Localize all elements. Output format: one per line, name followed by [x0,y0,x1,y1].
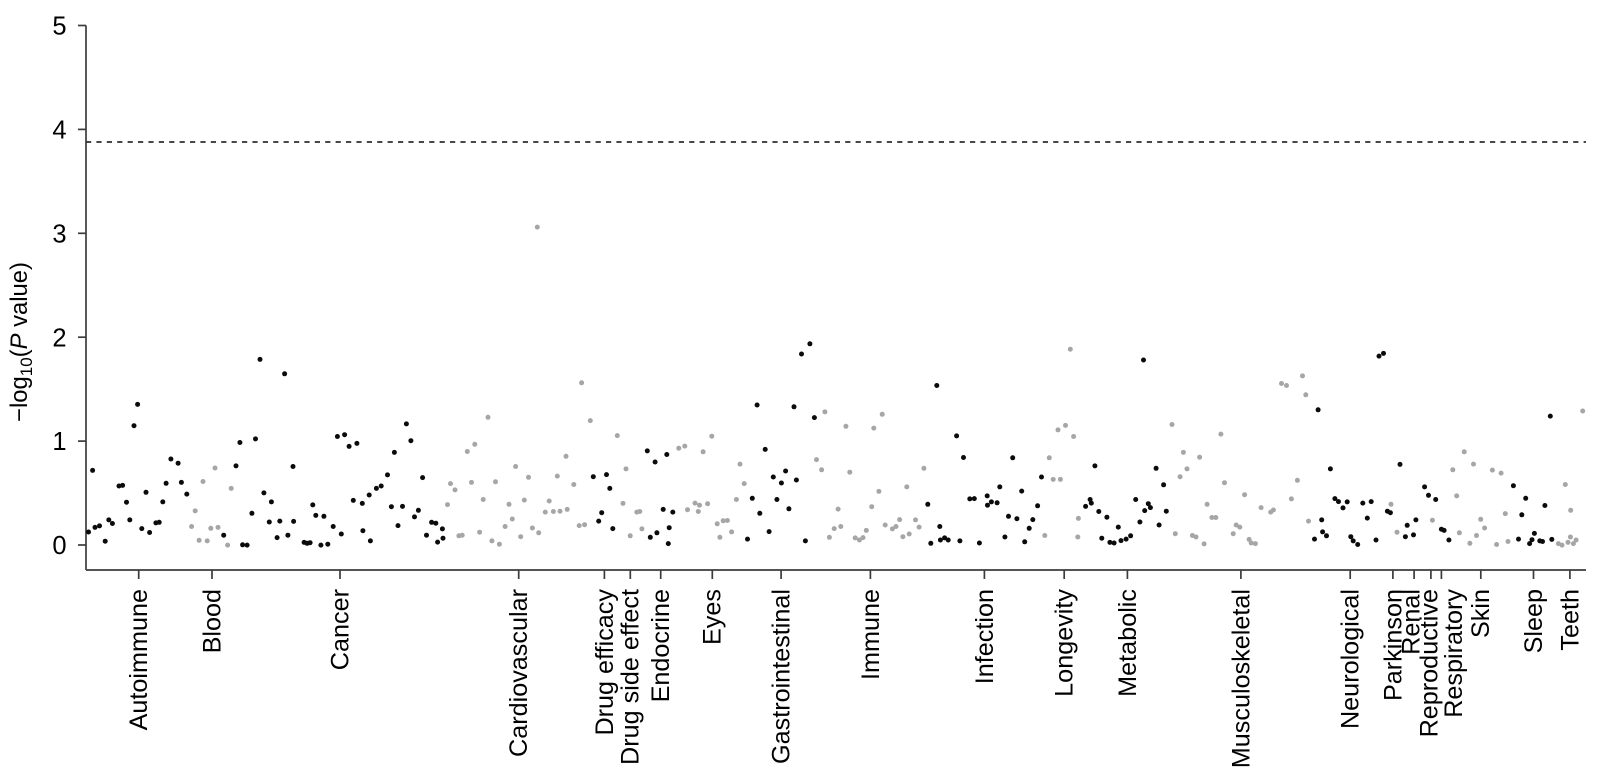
svg-text:0: 0 [52,532,66,560]
svg-text:1: 1 [52,428,66,456]
svg-text:Musculoskeletal: Musculoskeletal [1227,589,1255,768]
svg-text:Drug side effect: Drug side effect [617,589,645,765]
svg-text:5: 5 [52,13,66,41]
svg-text:Autoimmune: Autoimmune [125,589,153,730]
svg-text:Gastrointestinal: Gastrointestinal [768,589,796,764]
svg-text:Neurological: Neurological [1337,589,1365,729]
svg-text:−log10(P value): −log10(P value) [6,262,36,422]
svg-text:Immune: Immune [857,589,885,680]
svg-text:Drug efficacy: Drug efficacy [591,589,619,736]
svg-text:Eyes: Eyes [699,589,727,645]
svg-text:Sleep: Sleep [1520,589,1548,653]
svg-text:Respiratory: Respiratory [1440,589,1468,718]
svg-text:4: 4 [52,117,66,145]
svg-text:3: 3 [52,220,66,248]
svg-text:2: 2 [52,324,66,352]
svg-text:Renal: Renal [1398,589,1426,655]
svg-text:Cancer: Cancer [326,589,354,670]
svg-text:Metabolic: Metabolic [1114,589,1142,697]
svg-text:Blood: Blood [198,589,226,653]
svg-text:Reproductive: Reproductive [1415,589,1443,737]
svg-text:Cardiovascular: Cardiovascular [505,589,533,757]
svg-text:Infection: Infection [971,589,999,684]
svg-text:Parkinson: Parkinson [1379,589,1407,701]
svg-text:Longevity: Longevity [1051,589,1079,697]
svg-text:Skin: Skin [1467,589,1495,638]
svg-text:Teeth: Teeth [1556,589,1584,651]
svg-text:Endocrine: Endocrine [647,589,675,702]
